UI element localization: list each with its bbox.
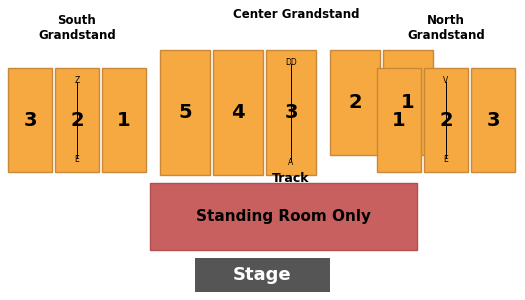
Text: 2: 2 bbox=[70, 110, 84, 130]
Text: E: E bbox=[75, 155, 79, 164]
Bar bbox=[330, 50, 380, 155]
Bar bbox=[213, 50, 263, 175]
Text: V: V bbox=[444, 76, 449, 85]
Text: Track: Track bbox=[272, 172, 310, 184]
Text: 5: 5 bbox=[178, 103, 192, 122]
Bar bbox=[377, 68, 421, 172]
Text: 1: 1 bbox=[392, 110, 406, 130]
Text: 3: 3 bbox=[284, 103, 298, 122]
Text: E: E bbox=[444, 155, 448, 164]
Text: South
Grandstand: South Grandstand bbox=[38, 14, 116, 42]
Text: 1: 1 bbox=[401, 93, 415, 112]
Text: 2: 2 bbox=[348, 93, 362, 112]
Text: 1: 1 bbox=[117, 110, 131, 130]
Text: A: A bbox=[288, 158, 293, 167]
Text: North
Grandstand: North Grandstand bbox=[407, 14, 485, 42]
Bar bbox=[150, 183, 417, 250]
Text: 4: 4 bbox=[231, 103, 245, 122]
Bar bbox=[424, 68, 468, 172]
Bar bbox=[383, 50, 433, 155]
Text: Z: Z bbox=[75, 76, 80, 85]
Text: Standing Room Only: Standing Room Only bbox=[196, 209, 371, 224]
Bar bbox=[195, 258, 330, 292]
Bar bbox=[102, 68, 146, 172]
Text: 3: 3 bbox=[23, 110, 37, 130]
Bar bbox=[160, 50, 210, 175]
Bar bbox=[266, 50, 316, 175]
Bar bbox=[471, 68, 515, 172]
Bar bbox=[8, 68, 52, 172]
Bar bbox=[55, 68, 99, 172]
Text: DD: DD bbox=[285, 58, 297, 67]
Text: 2: 2 bbox=[439, 110, 453, 130]
Text: Center Grandstand: Center Grandstand bbox=[233, 8, 359, 21]
Text: 3: 3 bbox=[486, 110, 500, 130]
Text: Stage: Stage bbox=[233, 266, 292, 284]
